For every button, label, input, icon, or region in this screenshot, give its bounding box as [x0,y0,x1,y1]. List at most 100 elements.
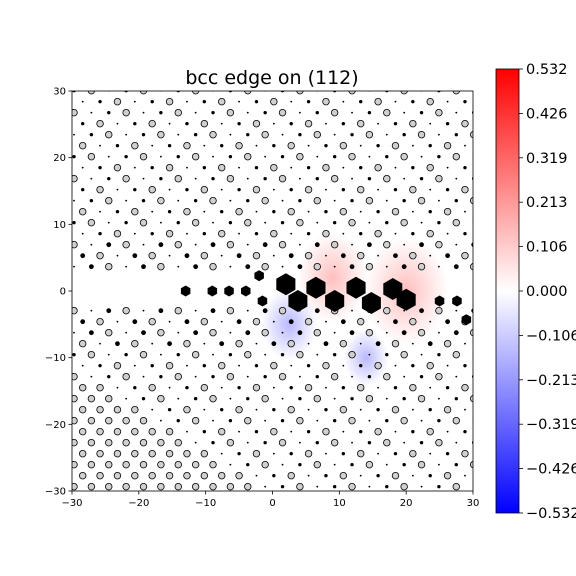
atom-open [105,460,113,469]
atom-medium [471,242,473,247]
atom-small [194,441,197,444]
atom-open [426,97,434,106]
atom-small [333,199,336,202]
atom-small [133,100,136,103]
atom-medium [89,198,94,203]
atom-small [290,166,293,169]
atom-open [191,152,200,161]
atom-open [383,306,391,315]
atom-open [296,152,304,161]
atom-medium [72,352,76,357]
atom-small [368,353,371,356]
atom-open [96,251,104,260]
atom-small [299,243,301,246]
atom-small [186,364,188,367]
atom-small [90,177,93,180]
atom-small [64,123,66,125]
atom-open [96,427,104,436]
atom-small [264,485,267,488]
atom-small [342,166,345,169]
atom-small [290,232,293,235]
atom-open [191,350,200,359]
atom-open [375,494,382,501]
chart-title: bcc edge on (112) [185,67,358,89]
atom-open [287,141,295,150]
atom-medium [228,418,233,423]
atom-open [400,416,408,425]
atom-open [348,91,356,95]
atom-small [377,188,379,191]
atom-open [96,119,104,128]
atom-open [157,262,165,271]
atom-small [212,353,214,356]
atom-small [455,309,458,312]
atom-open [365,130,374,139]
atom-small [107,221,110,224]
atom-open [87,394,96,403]
atom-small [272,188,275,191]
atom-open [209,328,217,337]
atom-open [183,339,191,348]
atom-medium [80,121,85,126]
atom-small [299,111,301,114]
atom-medium [393,385,398,390]
atom-small [220,254,223,257]
atom-medium [237,121,241,126]
atom-open [157,438,165,447]
atom-small [229,331,232,334]
atom-small [194,111,197,114]
atom-open [139,91,148,95]
atom-medium [176,418,180,423]
atom-medium [193,132,198,137]
atom-medium [445,385,450,390]
atom-open [113,427,122,436]
atom-medium [211,440,215,445]
atom-open [226,482,235,491]
atom-small [125,331,128,334]
atom-open [191,91,200,95]
colorbar-tick-label: −0.532 [526,506,576,522]
atom-small [359,342,362,345]
atom-open [62,164,69,171]
atom-medium [210,242,216,248]
atom-medium [98,231,102,236]
atom-open [235,471,243,480]
atom-open [426,427,434,436]
atom-medium [376,209,380,214]
atom-medium [289,187,293,192]
atom-medium [315,176,319,181]
atom-open [122,306,130,315]
atom-small [229,463,232,466]
atom-medium [80,319,86,325]
atom-open [139,438,148,447]
atom-open [131,405,139,414]
atom-open [365,460,374,469]
atom-open [113,229,122,238]
atom-open [426,229,434,238]
atom-small [446,166,449,169]
atom-medium [220,407,224,412]
atom-medium [159,110,163,115]
atom-open [296,350,304,359]
atom-medium [124,154,128,159]
atom-open [209,482,217,491]
atom-medium [245,264,251,270]
atom-open [322,163,330,172]
atom-open [96,383,104,392]
atom-medium [315,110,319,115]
atom-open [443,405,452,414]
atom-open [374,97,382,106]
atom-open [348,350,356,359]
atom-open [174,460,182,469]
atom-small [464,408,466,411]
atom-small [464,210,466,213]
atom-small [420,155,423,158]
atom-small [229,199,232,202]
atom-small [264,353,267,356]
atom-medium [133,121,137,126]
atom-small [403,441,406,444]
atom-medium [106,242,112,248]
atom-open [278,174,287,183]
atom-medium [332,484,337,489]
